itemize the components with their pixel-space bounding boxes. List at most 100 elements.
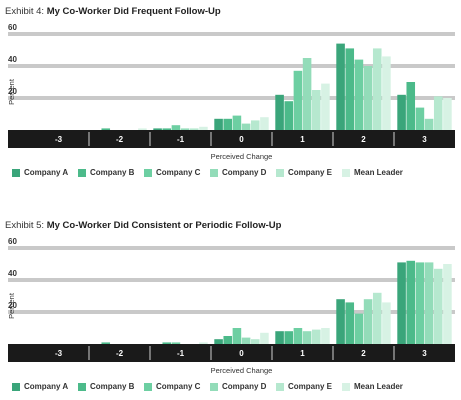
x-tick-label: 1 [300, 349, 305, 358]
bar-mean-leader [321, 83, 330, 130]
legend-label: Company A [24, 168, 69, 177]
legend-label: Mean Leader [354, 168, 403, 177]
exhibit-5-title: Exhibit 5: My Co-Worker Did Consistent o… [5, 220, 281, 231]
bar-company-d [424, 262, 434, 344]
x-tick-label: 0 [239, 135, 244, 144]
bar-company-b [162, 342, 172, 344]
legend-swatch [78, 168, 86, 177]
bar-company-e [433, 268, 443, 344]
y-tick-label: 20 [8, 87, 17, 96]
gridline [8, 278, 455, 282]
legend-label: Company C [156, 382, 201, 391]
x-tick-label: -3 [55, 349, 63, 358]
bar-company-a [397, 262, 406, 344]
exhibit-4-prefix: Exhibit 4: [5, 6, 47, 17]
legend-label: Company E [288, 382, 333, 391]
x-axis-label: Perceived Change [211, 152, 273, 161]
bar-company-a [397, 94, 406, 130]
x-tick-label: 2 [361, 349, 366, 358]
bar-mean-leader [382, 56, 391, 130]
legend-item: Company A [12, 382, 78, 391]
legend-swatch [210, 168, 218, 177]
bar-company-a [153, 128, 162, 130]
legend-swatch [12, 382, 20, 391]
bar-company-c [415, 107, 425, 130]
x-tick-label: 0 [239, 349, 244, 358]
bar-company-c [354, 59, 364, 130]
bar-company-d [241, 123, 251, 130]
exhibit-4-chart: 20 40 60 Percent -3 -2 -1 0 1 2 3 Perceived Change [7, 23, 455, 161]
legend-label: Company E [288, 168, 333, 177]
bar-company-d [363, 299, 373, 344]
gridline [8, 310, 455, 314]
legend-item: Company D [210, 382, 276, 391]
legend-item: Company C [144, 168, 210, 177]
legend-item: Mean Leader [342, 382, 408, 391]
exhibit-5-chart: 20 40 60 Percent -3 -2 -1 0 1 2 3 Perceived Change [7, 237, 455, 375]
legend-item: Mean Leader [342, 168, 408, 177]
y-tick-label: 20 [8, 301, 17, 310]
bar-company-a [336, 43, 345, 130]
legend-label: Company D [222, 382, 267, 391]
bar-company-d [180, 128, 190, 130]
bar-company-b [223, 336, 233, 344]
bar-company-a [336, 299, 345, 344]
bar-mean-leader [199, 126, 208, 130]
bar-company-d [363, 66, 373, 130]
legend-item: Company A [12, 168, 78, 177]
legend-swatch [78, 382, 86, 391]
bar-company-e [372, 292, 382, 344]
legend-item: Company B [78, 168, 144, 177]
bar-mean-leader [321, 328, 330, 344]
legend-swatch [210, 382, 218, 391]
legend-item: Company B [78, 382, 144, 391]
x-axis-label: Perceived Change [211, 366, 273, 375]
legend-swatch [12, 168, 20, 177]
bar-company-c [293, 328, 303, 344]
gridline [8, 246, 455, 250]
x-tick-label: -1 [177, 349, 185, 358]
bar-company-b [284, 331, 294, 344]
bar-company-a [214, 339, 223, 344]
gridline [8, 96, 455, 100]
bar-mean-leader [199, 342, 208, 344]
x-tick-label: 2 [361, 135, 366, 144]
bar-company-b [223, 118, 233, 130]
bar-mean-leader [260, 332, 269, 344]
bar-company-c [171, 125, 181, 130]
legend-swatch [144, 382, 152, 391]
bar-company-d [302, 331, 312, 344]
legend-item: Company C [144, 382, 210, 391]
x-tick-label: 3 [422, 349, 427, 358]
legend-swatch [342, 168, 350, 177]
exhibit-4: Exhibit 4: My Co-Worker Did Frequent Fol… [0, 6, 461, 186]
bar-company-b [406, 260, 416, 344]
bar-company-e [311, 329, 321, 344]
legend-swatch [276, 168, 284, 177]
x-tick-label: 3 [422, 135, 427, 144]
x-tick-label: -2 [116, 349, 124, 358]
legend-item: Company D [210, 168, 276, 177]
x-tick-label: -2 [116, 135, 124, 144]
legend-swatch [144, 168, 152, 177]
bar-company-b [406, 82, 416, 130]
x-tick-label: 1 [300, 135, 305, 144]
x-tick-label: -1 [177, 135, 185, 144]
bar-company-c [232, 328, 242, 344]
gridline [8, 64, 455, 68]
bar-company-b [101, 342, 111, 344]
bar-company-b [101, 128, 111, 130]
legend-label: Company A [24, 382, 69, 391]
exhibit-5: Exhibit 5: My Co-Worker Did Consistent o… [0, 220, 461, 400]
y-tick-label: 60 [8, 23, 17, 32]
y-axis-label: Percent [7, 78, 16, 105]
x-axis-band [8, 344, 455, 362]
bar-company-b [345, 48, 355, 130]
bar-company-b [284, 101, 294, 130]
bar-company-a [275, 94, 284, 130]
bar-mean-leader [138, 128, 147, 130]
bar-company-d [424, 118, 434, 130]
bar-mean-leader [382, 302, 391, 344]
bar-company-b [345, 302, 355, 344]
exhibit-4-title-text: My Co-Worker Did Frequent Follow-Up [46, 6, 221, 17]
